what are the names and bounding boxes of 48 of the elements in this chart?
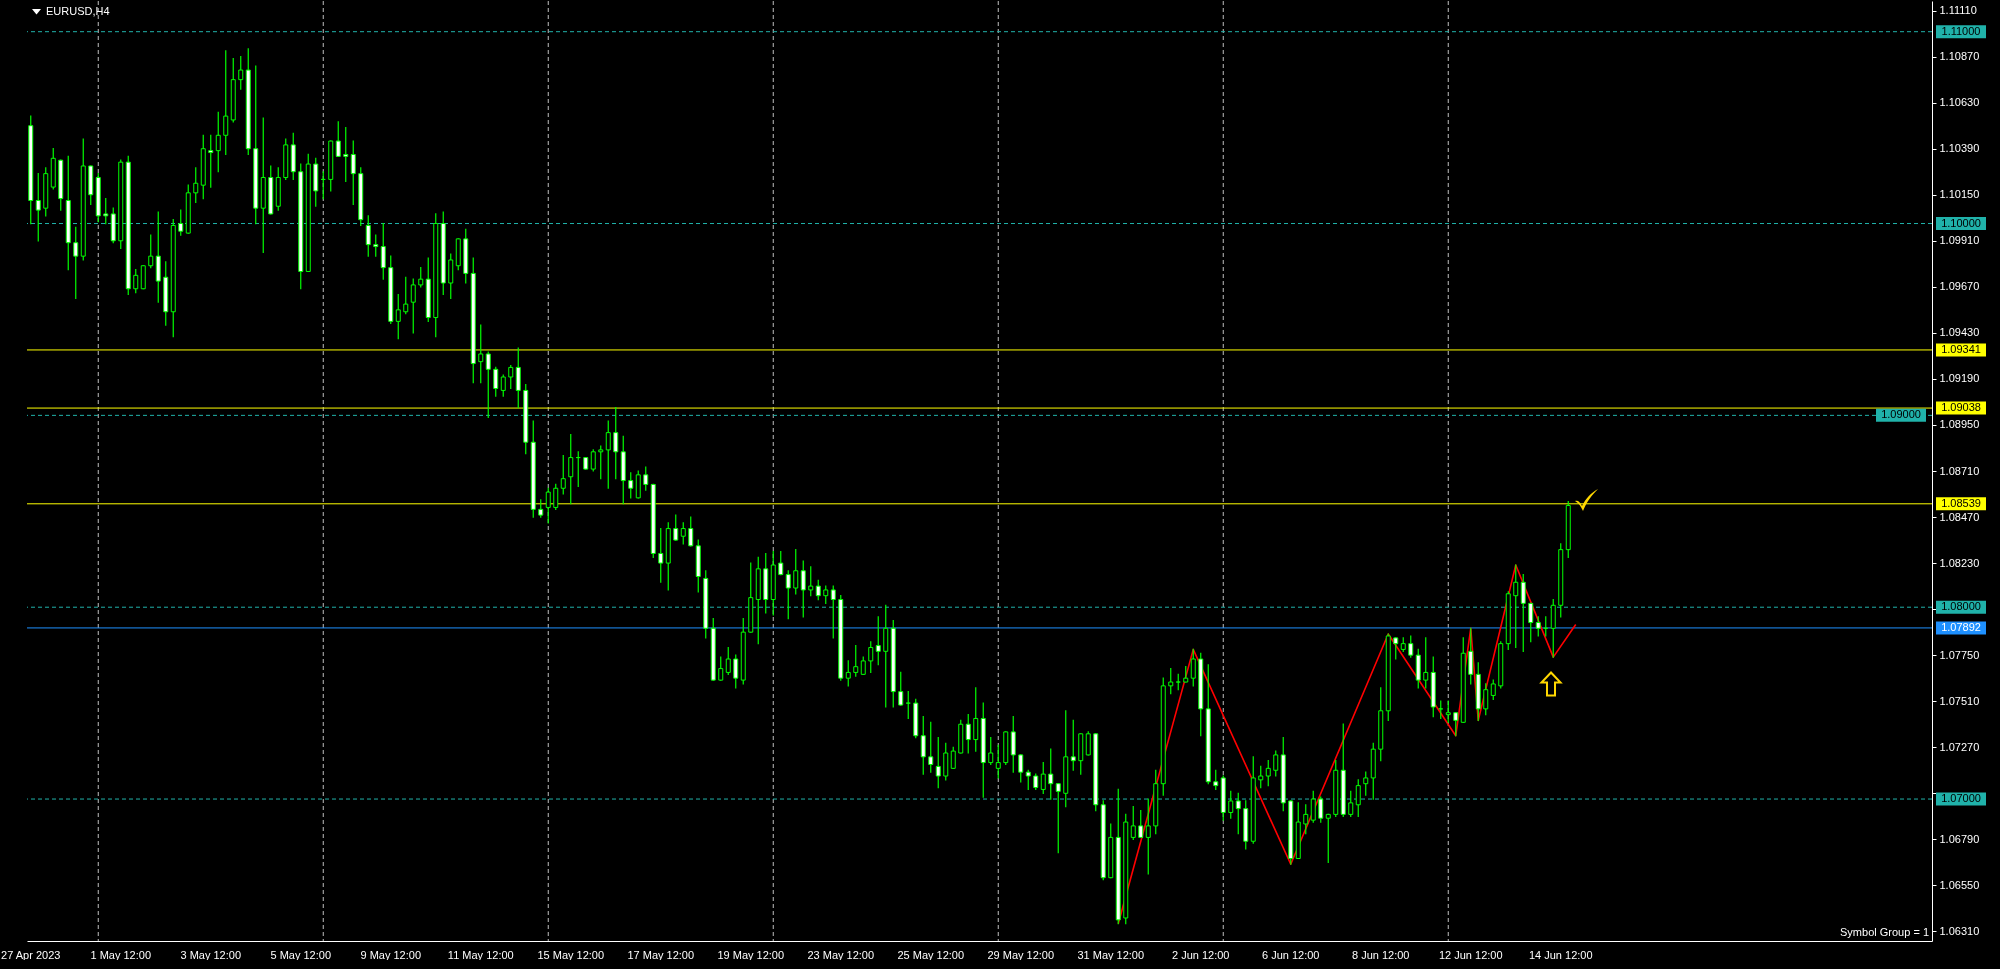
ref-line-label: 1.09038 [1941, 401, 1981, 414]
chart-title: EURUSD,H4 [46, 5, 110, 17]
ref-line-label: 1.09000 [1881, 408, 1921, 421]
ref-line-label: 1.08539 [1941, 496, 1981, 509]
x-tick-label: 8 Jun 12:00 [1352, 948, 1410, 961]
y-tick-label: 1.07750 [1939, 648, 1980, 661]
y-tick-label: 1.07270 [1939, 740, 1980, 753]
y-tick-label: 1.08710 [1939, 464, 1980, 477]
y-tick-label: 1.08950 [1939, 418, 1980, 431]
x-tick-label: 19 May 12:00 [717, 948, 785, 961]
y-tick-label: 1.10390 [1939, 142, 1980, 155]
y-tick-label: 1.08470 [1939, 510, 1980, 523]
y-tick-label: 1.10630 [1939, 96, 1980, 109]
y-tick-label: 1.06310 [1939, 924, 1980, 937]
x-tick-label: 12 Jun 12:00 [1438, 948, 1503, 961]
x-tick-label: 2 Jun 12:00 [1172, 948, 1230, 961]
y-tick-label: 1.11110 [1939, 4, 1977, 17]
y-tick-label: 1.09430 [1939, 326, 1980, 339]
x-tick-label: 14 Jun 12:00 [1528, 948, 1593, 961]
x-tick-label: 31 May 12:00 [1077, 948, 1145, 961]
x-tick-label: 5 May 12:00 [270, 948, 332, 961]
x-tick-label: 9 May 12:00 [360, 948, 422, 961]
y-tick-label: 1.08230 [1939, 556, 1980, 569]
ref-line-label: 1.09341 [1941, 342, 1981, 355]
ref-line-label: 1.11000 [1941, 24, 1981, 37]
x-tick-label: 11 May 12:00 [447, 948, 514, 961]
annotation: Symbol Group = 1 [1840, 926, 1929, 938]
y-tick-label: 1.09190 [1939, 372, 1980, 385]
ref-line-label: 1.08000 [1941, 600, 1981, 613]
ref-line-label: 1.07000 [1941, 792, 1981, 805]
y-tick-label: 1.10150 [1939, 188, 1980, 201]
y-tick-label: 1.10870 [1939, 50, 1980, 63]
y-tick-label: 1.06790 [1939, 832, 1980, 845]
x-tick-label: 1 May 12:00 [90, 948, 152, 961]
ref-line-label: 1.07892 [1941, 620, 1981, 633]
x-tick-label: 29 May 12:00 [987, 948, 1055, 961]
x-tick-label: 27 Apr 2023 [1, 948, 61, 961]
x-tick-label: 3 May 12:00 [180, 948, 242, 961]
y-tick-label: 1.09670 [1939, 280, 1980, 293]
y-tick-label: 1.09910 [1939, 234, 1980, 247]
x-tick-label: 17 May 12:00 [627, 948, 695, 961]
ref-line-label: 1.10000 [1941, 216, 1981, 229]
x-tick-label: 25 May 12:00 [897, 948, 965, 961]
y-tick-label: 1.07510 [1939, 694, 1980, 707]
x-tick-label: 15 May 12:00 [537, 948, 605, 961]
x-tick-label: 6 Jun 12:00 [1262, 948, 1320, 961]
x-tick-label: 23 May 12:00 [807, 948, 875, 961]
y-tick-label: 1.06550 [1939, 878, 1980, 891]
